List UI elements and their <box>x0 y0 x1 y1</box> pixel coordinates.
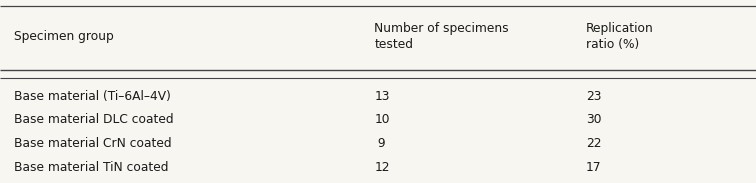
Text: 17: 17 <box>586 161 602 174</box>
Text: Specimen group: Specimen group <box>14 30 113 43</box>
Text: 12: 12 <box>374 161 390 174</box>
Text: 22: 22 <box>586 137 602 150</box>
Text: Number of specimens
tested: Number of specimens tested <box>374 22 509 51</box>
Text: Replication
ratio (%): Replication ratio (%) <box>586 22 654 51</box>
Text: 13: 13 <box>374 89 390 103</box>
Text: Base material TiN coated: Base material TiN coated <box>14 161 168 174</box>
Text: Base material CrN coated: Base material CrN coated <box>14 137 171 150</box>
Text: 23: 23 <box>586 89 602 103</box>
Text: 9: 9 <box>374 137 386 150</box>
Text: 10: 10 <box>374 113 390 126</box>
Text: Base material (Ti–6Al–4V): Base material (Ti–6Al–4V) <box>14 89 171 103</box>
Text: 30: 30 <box>586 113 602 126</box>
Text: Base material DLC coated: Base material DLC coated <box>14 113 173 126</box>
